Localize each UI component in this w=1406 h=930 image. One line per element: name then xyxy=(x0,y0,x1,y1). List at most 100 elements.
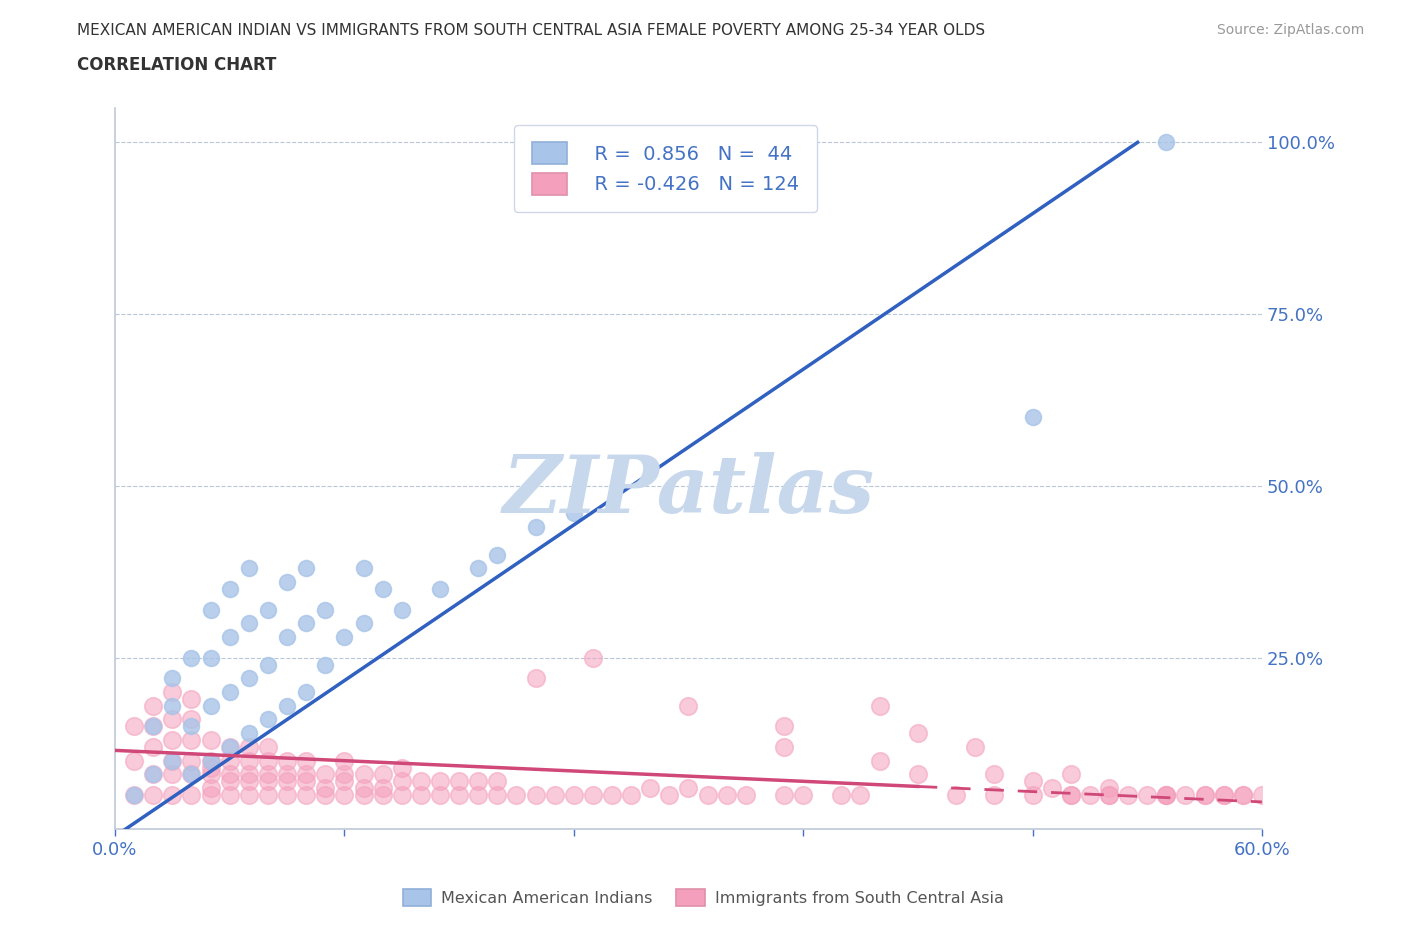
Point xyxy=(1251,788,1274,803)
Point xyxy=(1156,788,1178,803)
Point xyxy=(409,774,432,789)
Point xyxy=(1040,780,1063,795)
Point xyxy=(200,760,222,775)
Point xyxy=(353,780,375,795)
Point xyxy=(200,753,222,768)
Point xyxy=(238,725,260,740)
Point xyxy=(200,650,222,665)
Point xyxy=(276,753,298,768)
Point xyxy=(142,719,165,734)
Point xyxy=(1212,788,1234,803)
Point xyxy=(371,767,394,782)
Point xyxy=(218,774,240,789)
Point xyxy=(142,767,165,782)
Point xyxy=(142,767,165,782)
Point xyxy=(180,719,202,734)
Point xyxy=(353,561,375,576)
Point xyxy=(1232,788,1254,803)
Point xyxy=(122,719,145,734)
Point xyxy=(142,739,165,754)
Legend:   R =  0.856   N =  44,   R = -0.426   N = 124: R = 0.856 N = 44, R = -0.426 N = 124 xyxy=(515,125,817,212)
Point xyxy=(180,712,202,727)
Point xyxy=(257,739,280,754)
Point xyxy=(1021,410,1043,425)
Point xyxy=(257,602,280,617)
Point xyxy=(333,767,356,782)
Point xyxy=(257,658,280,672)
Point xyxy=(238,767,260,782)
Point xyxy=(1232,788,1254,803)
Point xyxy=(180,767,202,782)
Point xyxy=(295,561,318,576)
Point xyxy=(314,767,336,782)
Point xyxy=(333,774,356,789)
Point xyxy=(582,788,605,803)
Point xyxy=(257,788,280,803)
Point xyxy=(200,780,222,795)
Text: MEXICAN AMERICAN INDIAN VS IMMIGRANTS FROM SOUTH CENTRAL ASIA FEMALE POVERTY AMO: MEXICAN AMERICAN INDIAN VS IMMIGRANTS FR… xyxy=(77,23,986,38)
Text: CORRELATION CHART: CORRELATION CHART xyxy=(77,56,277,73)
Point xyxy=(1156,788,1178,803)
Point xyxy=(238,774,260,789)
Point xyxy=(142,788,165,803)
Point xyxy=(122,788,145,803)
Point xyxy=(162,671,184,685)
Point xyxy=(524,788,547,803)
Point xyxy=(600,788,623,803)
Point xyxy=(543,788,565,803)
Point xyxy=(429,774,451,789)
Point xyxy=(1098,788,1121,803)
Point xyxy=(353,767,375,782)
Point xyxy=(238,616,260,631)
Point xyxy=(983,788,1005,803)
Point xyxy=(200,753,222,768)
Point xyxy=(162,712,184,727)
Point xyxy=(869,753,891,768)
Point xyxy=(371,780,394,795)
Point xyxy=(486,788,509,803)
Point xyxy=(200,602,222,617)
Point xyxy=(486,547,509,562)
Point xyxy=(1078,788,1101,803)
Point xyxy=(524,520,547,535)
Point xyxy=(773,719,796,734)
Point xyxy=(658,788,681,803)
Point xyxy=(295,774,318,789)
Point xyxy=(391,760,413,775)
Point xyxy=(1116,788,1139,803)
Point xyxy=(314,788,336,803)
Point xyxy=(1194,788,1216,803)
Point xyxy=(1021,774,1043,789)
Point xyxy=(1174,788,1197,803)
Point xyxy=(353,788,375,803)
Point xyxy=(391,788,413,803)
Point xyxy=(792,788,814,803)
Point xyxy=(162,753,184,768)
Point xyxy=(238,739,260,754)
Point xyxy=(276,788,298,803)
Point xyxy=(276,575,298,590)
Point xyxy=(562,788,585,803)
Point xyxy=(429,788,451,803)
Point xyxy=(945,788,967,803)
Point xyxy=(218,739,240,754)
Point xyxy=(276,698,298,713)
Point xyxy=(830,788,852,803)
Point xyxy=(524,671,547,685)
Point xyxy=(162,733,184,748)
Point xyxy=(409,788,432,803)
Point xyxy=(353,616,375,631)
Point xyxy=(295,767,318,782)
Point xyxy=(218,753,240,768)
Point xyxy=(734,788,756,803)
Point xyxy=(1021,788,1043,803)
Point xyxy=(391,774,413,789)
Point xyxy=(1098,780,1121,795)
Point xyxy=(162,684,184,699)
Point xyxy=(162,767,184,782)
Point xyxy=(333,788,356,803)
Point xyxy=(983,767,1005,782)
Point xyxy=(582,650,605,665)
Point xyxy=(391,602,413,617)
Point xyxy=(907,767,929,782)
